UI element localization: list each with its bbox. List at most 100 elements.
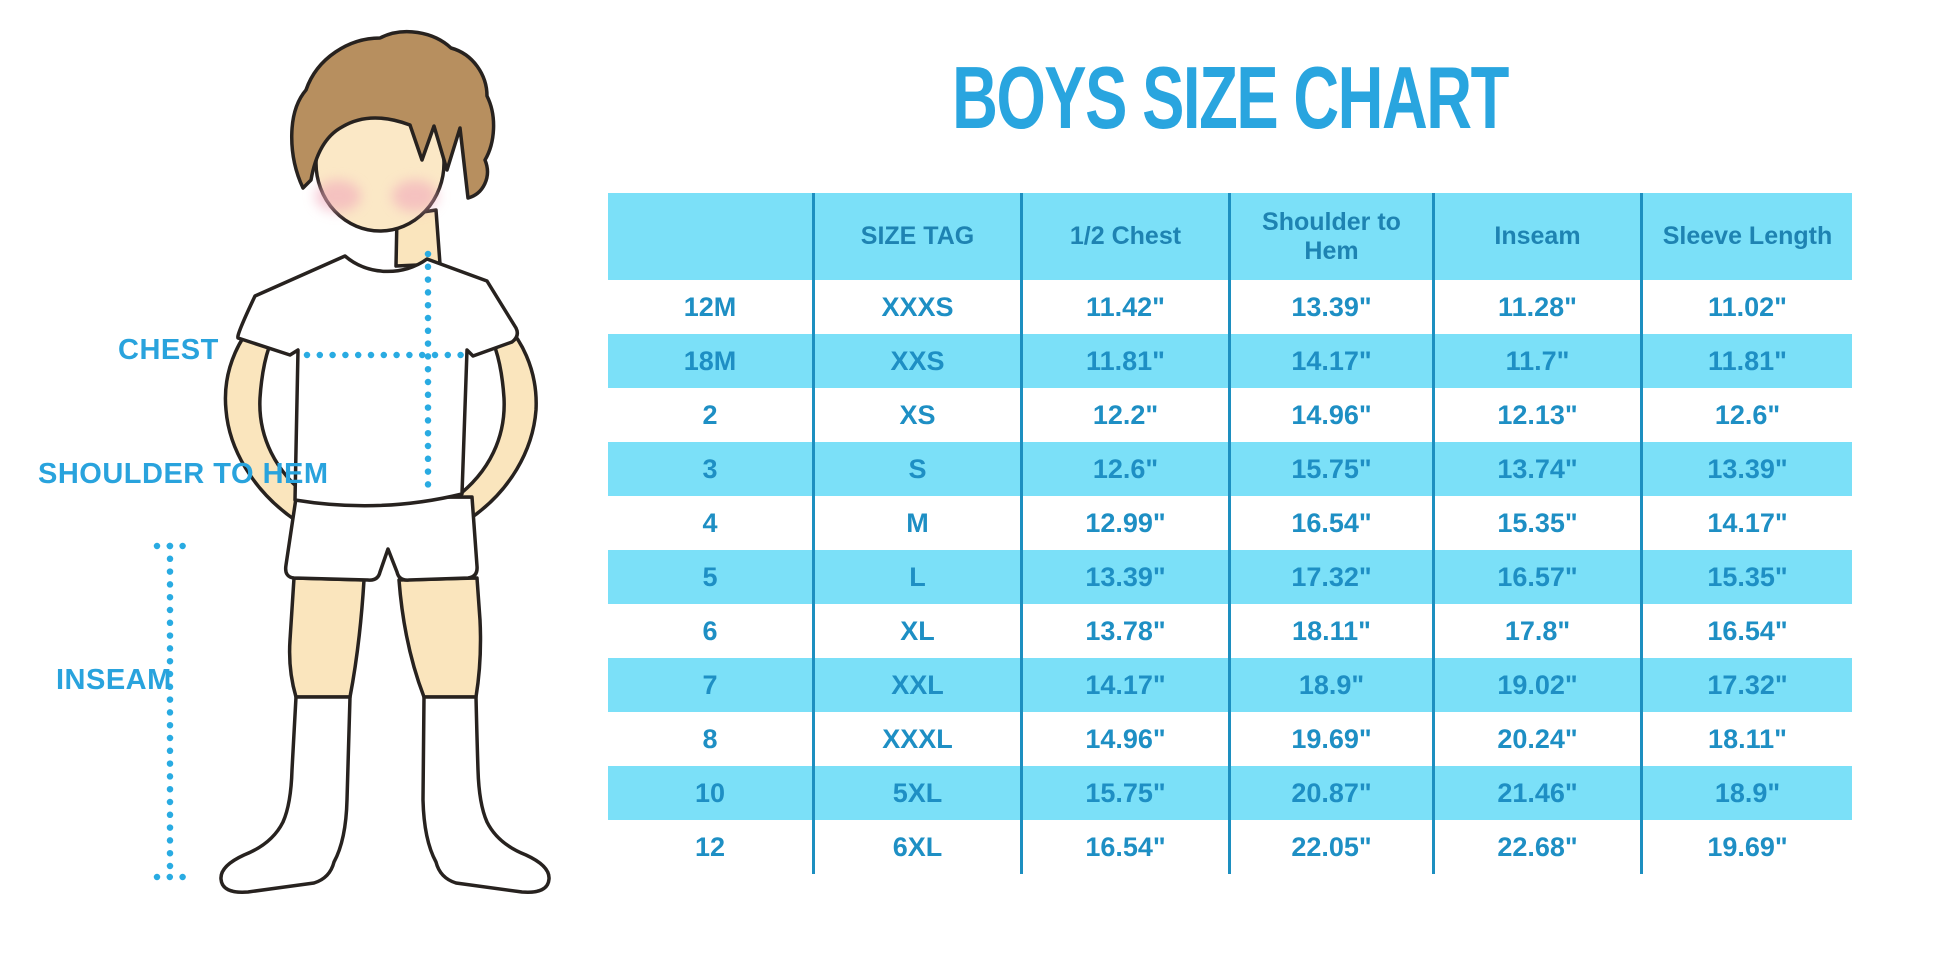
column-header: Sleeve Length bbox=[1640, 193, 1852, 280]
column-header: 1/2 Chest bbox=[1020, 193, 1228, 280]
table-row: 8 XXXL 14.96" 19.69" 20.24" 18.11" bbox=[608, 712, 1852, 766]
table-cell: 14.96" bbox=[1020, 712, 1228, 766]
table-cell: 2 bbox=[702, 399, 718, 430]
shoulder-to-hem-label: SHOULDER TO HEM bbox=[38, 458, 329, 490]
table-row: 5 L 13.39" 17.32" 16.57" 15.35" bbox=[608, 550, 1852, 604]
table-cell: XXS bbox=[812, 334, 1020, 388]
chest-label: CHEST bbox=[118, 334, 219, 366]
table-cell: 10 bbox=[694, 777, 726, 808]
table-cell: 16.57" bbox=[1432, 550, 1640, 604]
table-row: 10 5XL 15.75" 20.87" 21.46" 18.9" bbox=[608, 766, 1852, 820]
table-cell: 20.24" bbox=[1432, 712, 1640, 766]
table-cell: 19.69" bbox=[1228, 712, 1432, 766]
table-row: 3 S 12.6" 15.75" 13.74" 13.39" bbox=[608, 442, 1852, 496]
column-header: SIZE TAG bbox=[812, 193, 1020, 280]
table-cell: 15.75" bbox=[1020, 766, 1228, 820]
table-cell: 12M bbox=[683, 291, 737, 322]
column-header bbox=[608, 193, 812, 280]
table-row: 12 6XL 16.54" 22.05" 22.68" 19.69" bbox=[608, 820, 1852, 874]
table-cell: 11.81" bbox=[1020, 334, 1228, 388]
table-cell: XL bbox=[812, 604, 1020, 658]
left-blush bbox=[315, 180, 361, 212]
table-cell: 5XL bbox=[812, 766, 1020, 820]
table-cell: 22.68" bbox=[1432, 820, 1640, 874]
tshirt bbox=[236, 254, 520, 508]
table-cell: 11.7" bbox=[1432, 334, 1640, 388]
table-cell: 5 bbox=[702, 561, 718, 592]
table-row: 4 M 12.99" 16.54" 15.35" 14.17" bbox=[608, 496, 1852, 550]
table-cell: XXL bbox=[812, 658, 1020, 712]
table-cell: 15.35" bbox=[1640, 550, 1852, 604]
inseam-label: INSEAM bbox=[56, 664, 172, 696]
table-cell: 12.99" bbox=[1020, 496, 1228, 550]
table-cell: 15.35" bbox=[1432, 496, 1640, 550]
table-cell: 11.42" bbox=[1020, 280, 1228, 334]
table-cell: 13.39" bbox=[1640, 442, 1852, 496]
right-sock bbox=[421, 695, 551, 894]
table-row: 12M XXXS 11.42" 13.39" 11.28" 11.02" bbox=[608, 280, 1852, 334]
table-cell: 8 bbox=[702, 723, 718, 754]
table-cell: 18.9" bbox=[1640, 766, 1852, 820]
table-cell: 14.17" bbox=[1640, 496, 1852, 550]
table-cell: 11.02" bbox=[1640, 280, 1852, 334]
table-cell: M bbox=[812, 496, 1020, 550]
table-cell: 20.87" bbox=[1228, 766, 1432, 820]
table-cell: 6 bbox=[702, 615, 718, 646]
table-cell: XS bbox=[812, 388, 1020, 442]
table-cell: 22.05" bbox=[1228, 820, 1432, 874]
table-cell: 18.11" bbox=[1640, 712, 1852, 766]
table-cell: 13.78" bbox=[1020, 604, 1228, 658]
table-row: 6 XL 13.78" 18.11" 17.8" 16.54" bbox=[608, 604, 1852, 658]
table-cell: 19.69" bbox=[1640, 820, 1852, 874]
table-cell: 13.39" bbox=[1020, 550, 1228, 604]
table-cell: 11.28" bbox=[1432, 280, 1640, 334]
right-leg bbox=[397, 576, 483, 699]
column-header: Inseam bbox=[1432, 193, 1640, 280]
table-row: 2 XS 12.2" 14.96" 12.13" 12.6" bbox=[608, 388, 1852, 442]
table-cell: 17.32" bbox=[1640, 658, 1852, 712]
column-header: Shoulder to Hem bbox=[1228, 193, 1432, 280]
table-row: 18M XXS 11.81" 14.17" 11.7" 11.81" bbox=[608, 334, 1852, 388]
table-cell: 11.81" bbox=[1640, 334, 1852, 388]
table-cell: 18M bbox=[683, 345, 737, 376]
table-cell: 13.39" bbox=[1228, 280, 1432, 334]
table-cell: 21.46" bbox=[1432, 766, 1640, 820]
table-cell: 19.02" bbox=[1432, 658, 1640, 712]
table-cell: 12.6" bbox=[1640, 388, 1852, 442]
boy-measurement-illustration bbox=[153, 29, 551, 894]
table-cell: 12.13" bbox=[1432, 388, 1640, 442]
hair bbox=[290, 29, 496, 200]
measurement-lines bbox=[153, 250, 466, 881]
table-cell: 16.54" bbox=[1020, 820, 1228, 874]
table-cell: 16.54" bbox=[1640, 604, 1852, 658]
table-cell: 17.32" bbox=[1228, 550, 1432, 604]
table-cell: 12 bbox=[694, 831, 726, 862]
table-cell: XXXS bbox=[812, 280, 1020, 334]
table-cell: L bbox=[812, 550, 1020, 604]
table-cell: 14.96" bbox=[1228, 388, 1432, 442]
table-cell: 18.9" bbox=[1228, 658, 1432, 712]
table-body: 12M XXXS 11.42" 13.39" 11.28" 11.02" 18M XXS 11.… bbox=[608, 280, 1852, 874]
table-cell: 16.54" bbox=[1228, 496, 1432, 550]
table-header-row: SIZE TAG 1/2 Chest Shoulder to Hem Inseam Sl… bbox=[608, 193, 1852, 280]
size-table: SIZE TAG 1/2 Chest Shoulder to Hem Inseam Sl… bbox=[608, 193, 1852, 874]
boy-figure bbox=[219, 29, 551, 894]
table-cell: 7 bbox=[702, 669, 718, 700]
table-cell: S bbox=[812, 442, 1020, 496]
table-cell: 3 bbox=[702, 453, 718, 484]
table-cell: XXXL bbox=[812, 712, 1020, 766]
table-row: 7 XXL 14.17" 18.9" 19.02" 17.32" bbox=[608, 658, 1852, 712]
table-cell: 13.74" bbox=[1432, 442, 1640, 496]
left-sock bbox=[219, 695, 352, 894]
table-cell: 12.2" bbox=[1020, 388, 1228, 442]
table-cell: 14.17" bbox=[1228, 334, 1432, 388]
left-leg bbox=[287, 576, 366, 699]
right-blush bbox=[392, 180, 438, 212]
table-cell: 12.6" bbox=[1020, 442, 1228, 496]
table-cell: 18.11" bbox=[1228, 604, 1432, 658]
page-title: BOYS SIZE CHART bbox=[952, 48, 1509, 147]
table-cell: 14.17" bbox=[1020, 658, 1228, 712]
table-cell: 17.8" bbox=[1432, 604, 1640, 658]
table-cell: 4 bbox=[702, 507, 718, 538]
table-cell: 15.75" bbox=[1228, 442, 1432, 496]
